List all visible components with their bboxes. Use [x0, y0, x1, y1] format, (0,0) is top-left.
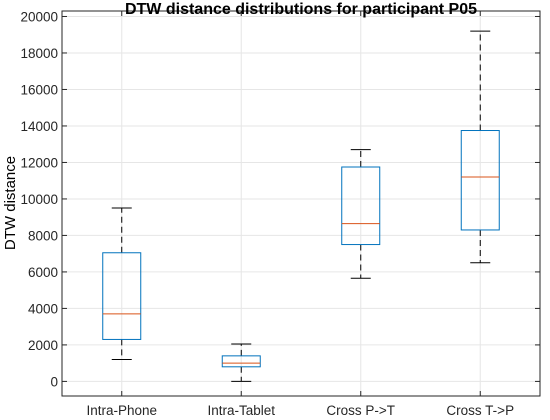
x-tick-label: Intra-Phone [86, 403, 157, 418]
box-intra-tablet [221, 343, 261, 382]
x-tick-label: Intra-Tablet [207, 403, 275, 418]
y-tick-label: 10000 [20, 192, 58, 207]
iqr-box [221, 355, 261, 368]
y-axis-label: DTW distance [2, 156, 19, 250]
y-tick-label: 20000 [20, 9, 58, 24]
plot-frame [61, 10, 541, 397]
y-tick-label: 8000 [28, 228, 58, 243]
y-tick-label: 2000 [28, 338, 58, 353]
y-tick-label: 12000 [20, 155, 58, 170]
y-tick-label: 18000 [20, 46, 58, 61]
y-tick-label: 16000 [20, 82, 58, 97]
y-tick-label: 0 [50, 374, 58, 389]
box-cross-p-t [341, 149, 381, 279]
y-tick-label: 4000 [28, 301, 58, 316]
box-intra-phone [102, 207, 142, 361]
chart-title: DTW distance distributions for participa… [125, 1, 477, 18]
box-layer [102, 30, 500, 382]
tick-layer: 0 2000 4000 6000 8000 10000 12000 14000 16000 180… [20, 9, 540, 418]
iqr-box [460, 130, 500, 231]
x-tick-label: Cross T->P [446, 403, 514, 418]
iqr-box [341, 166, 381, 246]
y-tick-label: 14000 [20, 119, 58, 134]
iqr-box [102, 252, 142, 340]
x-tick-label: Cross P->T [326, 403, 395, 418]
y-tick-label: 6000 [28, 265, 58, 280]
grid-layer [62, 11, 540, 396]
box-cross-t-p [460, 30, 500, 264]
